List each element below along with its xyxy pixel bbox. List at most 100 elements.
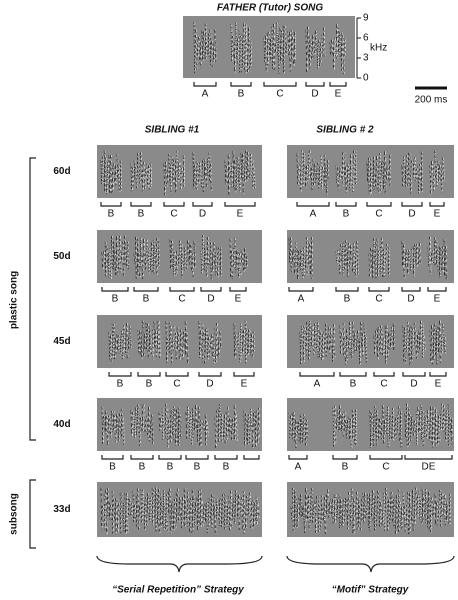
- spectro-stripe: [369, 157, 371, 196]
- spectro-stripe: [142, 404, 144, 431]
- spectro-stripe: [414, 420, 416, 432]
- spectro-stripe: [263, 37, 265, 63]
- spectro-stripe: [298, 166, 300, 187]
- spectro-stripe: [223, 494, 225, 524]
- spectro-stripe: [245, 253, 247, 267]
- spectro-stripe: [111, 236, 113, 270]
- spectro-stripe: [371, 413, 373, 444]
- spectro-stripe: [376, 330, 378, 347]
- spectro-stripe: [352, 162, 354, 192]
- syllable-label: B: [143, 294, 150, 305]
- spectro-stripe: [198, 163, 200, 185]
- syllable-label: B: [194, 462, 201, 473]
- spectro-stripe: [238, 332, 240, 363]
- spectro-stripe: [341, 504, 344, 527]
- spectro-stripe: [291, 506, 293, 520]
- spectro-stripe: [158, 489, 160, 534]
- spectro-stripe: [416, 332, 418, 359]
- spectro-stripe: [338, 409, 340, 432]
- spectro-stripe: [404, 505, 406, 532]
- spectro-stripe: [248, 414, 250, 445]
- spectro-stripe: [207, 41, 209, 55]
- spectro-stripe: [333, 494, 336, 524]
- spectro-stripe: [206, 41, 208, 55]
- spectro-stripe: [149, 494, 151, 521]
- spectro-stripe: [234, 41, 236, 73]
- spectro-stripe: [317, 495, 320, 534]
- spectro-stripe: [190, 244, 192, 272]
- spectro-stripe: [306, 419, 308, 441]
- spectro-stripe: [290, 31, 292, 72]
- spectro-stripe: [401, 506, 404, 530]
- age-label: 50d: [53, 251, 70, 262]
- spectro-stripe: [376, 238, 378, 277]
- spectro-stripe: [254, 503, 256, 522]
- spectro-stripe: [297, 248, 299, 280]
- spectro-stripe: [402, 325, 404, 361]
- spectro-stripe: [355, 409, 357, 447]
- spectro-stripe: [167, 168, 169, 183]
- spectro-stripe: [381, 162, 383, 179]
- syllable-label: D: [207, 294, 214, 305]
- spectro-stripe: [440, 165, 442, 181]
- spectro-stripe: [338, 250, 340, 267]
- spectro-stripe: [202, 500, 204, 527]
- spectro-stripe: [178, 488, 180, 523]
- spectro-stripe: [160, 492, 162, 527]
- spectro-stripe: [291, 251, 294, 265]
- spectro-stripe: [244, 410, 246, 447]
- spectro-stripe: [350, 245, 352, 266]
- spectro-stripe: [303, 325, 305, 363]
- spectro-stripe: [432, 406, 434, 448]
- spectro-stripe: [113, 324, 115, 361]
- spectro-stripe: [116, 334, 118, 350]
- spectro-stripe: [298, 421, 300, 442]
- spectro-stripe: [443, 405, 445, 432]
- spectro-stripe: [105, 241, 107, 277]
- spectro-stripe: [302, 326, 304, 348]
- spectro-stripe: [176, 409, 178, 443]
- spectro-stripe: [204, 31, 206, 60]
- spectro-stripe: [126, 493, 128, 533]
- spectro-stripe: [428, 247, 430, 266]
- spectro-stripe: [174, 325, 176, 352]
- spectro-stripe: [150, 250, 152, 271]
- syllable-label: A: [295, 462, 302, 473]
- spectro-stripe: [202, 235, 204, 271]
- spectro-stripe: [346, 163, 349, 187]
- spectro-stripe: [341, 333, 343, 347]
- spectro-stripe: [277, 22, 279, 57]
- syllable-label: B: [223, 462, 230, 473]
- syllable-bracket: [368, 287, 390, 292]
- spectro-stripe: [198, 406, 200, 447]
- spectro-stripe: [406, 250, 408, 274]
- spectro-stripe: [131, 503, 133, 519]
- spectro-stripe: [104, 241, 107, 277]
- spectro-stripe: [147, 493, 149, 516]
- spectro-stripe: [406, 403, 408, 448]
- spectro-stripe: [325, 165, 327, 195]
- spectro-stripe: [323, 167, 325, 182]
- spectro-stripe: [393, 323, 395, 350]
- spectro-stripe: [239, 165, 241, 193]
- spectro-stripe: [235, 237, 237, 273]
- spectro-stripe: [114, 416, 116, 443]
- spectro-stripe: [404, 156, 406, 183]
- spectro-stripe: [288, 237, 290, 263]
- spectro-stripe: [310, 243, 312, 277]
- spectro-stripe: [406, 500, 408, 526]
- spectro-stripe: [243, 491, 246, 535]
- spectro-stripe: [341, 244, 343, 263]
- spectro-stripe: [197, 163, 199, 185]
- spectro-stripe: [350, 154, 352, 184]
- spectro-stripe: [354, 500, 356, 518]
- spectro-stripe: [164, 505, 166, 530]
- spectro-stripe: [139, 505, 142, 516]
- spectro-stripe: [291, 415, 293, 439]
- spectro-stripe: [143, 404, 145, 432]
- spectro-stripe: [369, 410, 371, 448]
- spectro-stripe: [218, 506, 220, 520]
- spectro-stripe: [343, 499, 345, 522]
- spectro-stripe: [203, 31, 205, 60]
